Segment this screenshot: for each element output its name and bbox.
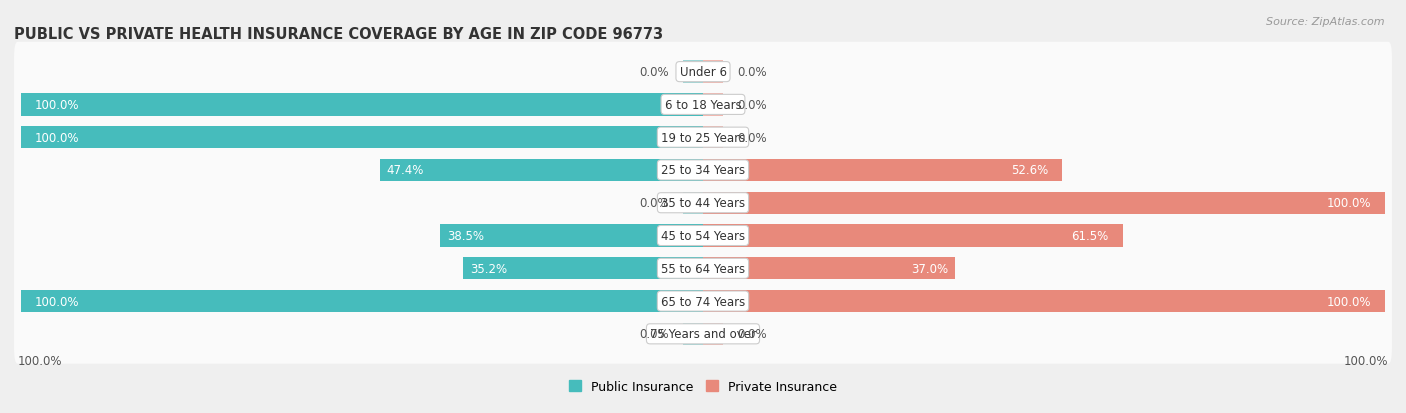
Text: 65 to 74 Years: 65 to 74 Years bbox=[661, 295, 745, 308]
Text: 25 to 34 Years: 25 to 34 Years bbox=[661, 164, 745, 177]
Bar bbox=[380, 159, 703, 182]
FancyBboxPatch shape bbox=[14, 272, 1392, 331]
Text: 0.0%: 0.0% bbox=[737, 328, 766, 340]
Text: 19 to 25 Years: 19 to 25 Years bbox=[661, 131, 745, 144]
Bar bbox=[703, 94, 724, 116]
Bar bbox=[682, 62, 703, 83]
Text: 61.5%: 61.5% bbox=[1071, 230, 1109, 242]
Text: 100.0%: 100.0% bbox=[17, 354, 62, 367]
Text: 100.0%: 100.0% bbox=[35, 131, 79, 144]
FancyBboxPatch shape bbox=[14, 141, 1392, 200]
Bar bbox=[440, 225, 703, 247]
Text: 0.0%: 0.0% bbox=[640, 66, 669, 79]
Text: 35.2%: 35.2% bbox=[470, 262, 506, 275]
Legend: Public Insurance, Private Insurance: Public Insurance, Private Insurance bbox=[564, 375, 842, 398]
Text: 45 to 54 Years: 45 to 54 Years bbox=[661, 230, 745, 242]
Text: 0.0%: 0.0% bbox=[737, 66, 766, 79]
Text: 35 to 44 Years: 35 to 44 Years bbox=[661, 197, 745, 210]
Text: 38.5%: 38.5% bbox=[447, 230, 484, 242]
Text: Under 6: Under 6 bbox=[679, 66, 727, 79]
Text: 0.0%: 0.0% bbox=[737, 99, 766, 112]
Text: 100.0%: 100.0% bbox=[35, 99, 79, 112]
Bar bbox=[21, 94, 703, 116]
Text: 100.0%: 100.0% bbox=[1327, 197, 1371, 210]
Bar bbox=[682, 192, 703, 214]
Bar bbox=[703, 127, 724, 149]
Bar bbox=[703, 62, 724, 83]
Text: 0.0%: 0.0% bbox=[737, 131, 766, 144]
Bar bbox=[682, 323, 703, 345]
Text: 52.6%: 52.6% bbox=[1011, 164, 1047, 177]
FancyBboxPatch shape bbox=[14, 108, 1392, 168]
Text: 100.0%: 100.0% bbox=[1327, 295, 1371, 308]
Bar bbox=[703, 323, 724, 345]
Text: 37.0%: 37.0% bbox=[911, 262, 949, 275]
Bar bbox=[703, 290, 1385, 313]
Text: 75 Years and over: 75 Years and over bbox=[650, 328, 756, 340]
Text: 100.0%: 100.0% bbox=[35, 295, 79, 308]
Bar bbox=[703, 258, 956, 280]
FancyBboxPatch shape bbox=[14, 173, 1392, 233]
Bar bbox=[703, 159, 1062, 182]
FancyBboxPatch shape bbox=[14, 304, 1392, 364]
Text: PUBLIC VS PRIVATE HEALTH INSURANCE COVERAGE BY AGE IN ZIP CODE 96773: PUBLIC VS PRIVATE HEALTH INSURANCE COVER… bbox=[14, 26, 664, 41]
Bar bbox=[703, 225, 1122, 247]
Bar bbox=[21, 290, 703, 313]
Text: 55 to 64 Years: 55 to 64 Years bbox=[661, 262, 745, 275]
Text: 0.0%: 0.0% bbox=[640, 197, 669, 210]
FancyBboxPatch shape bbox=[14, 239, 1392, 298]
FancyBboxPatch shape bbox=[14, 43, 1392, 102]
Bar bbox=[463, 258, 703, 280]
Text: Source: ZipAtlas.com: Source: ZipAtlas.com bbox=[1267, 17, 1385, 26]
FancyBboxPatch shape bbox=[14, 76, 1392, 135]
Text: 100.0%: 100.0% bbox=[1344, 354, 1389, 367]
Bar bbox=[703, 192, 1385, 214]
Text: 47.4%: 47.4% bbox=[387, 164, 423, 177]
Text: 0.0%: 0.0% bbox=[640, 328, 669, 340]
Bar bbox=[21, 127, 703, 149]
FancyBboxPatch shape bbox=[14, 206, 1392, 266]
Text: 6 to 18 Years: 6 to 18 Years bbox=[665, 99, 741, 112]
